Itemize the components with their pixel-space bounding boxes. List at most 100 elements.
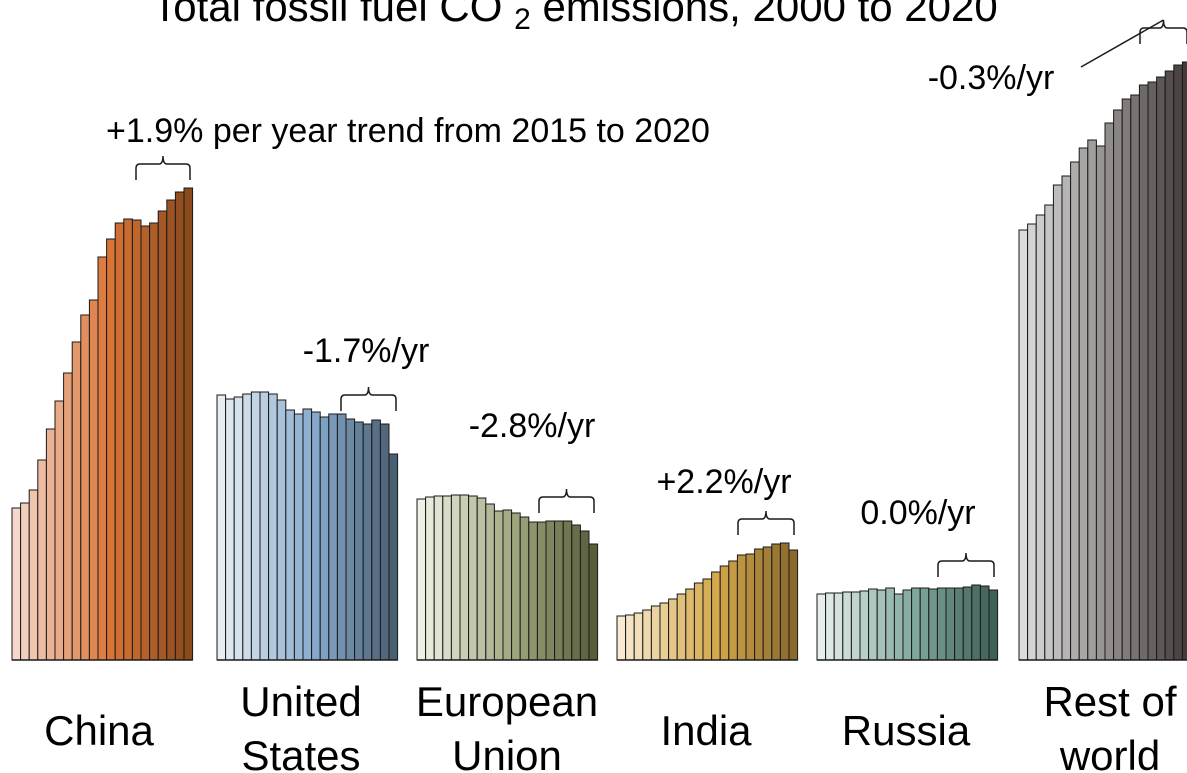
india-bar-10	[693, 582, 704, 661]
united-states-bar-2	[225, 398, 235, 661]
china-bar-11	[97, 256, 108, 661]
united-states-bar-10	[293, 413, 304, 661]
russia-bar-21	[988, 589, 999, 661]
china-bar-4	[37, 459, 47, 661]
russia-bar-3	[833, 592, 844, 661]
russia-bar-18	[962, 586, 973, 661]
russia-bar-9	[885, 587, 895, 661]
india-bar-21	[788, 549, 799, 661]
united-states-category-label: United States	[240, 678, 361, 773]
rest-of-world-category-label-line-1: Rest of	[1043, 678, 1176, 725]
russia-bar-5	[850, 591, 861, 661]
rest-of-world-bar-3	[1035, 214, 1046, 661]
china-bar-2	[20, 502, 30, 661]
united-states-bar-1	[216, 394, 227, 661]
rest-of-world-trend-bracket	[1139, 19, 1187, 44]
united-states-bar-3	[233, 396, 244, 661]
united-states-bar-21	[388, 453, 399, 661]
russia-bar-6	[859, 590, 870, 661]
european-union-trend-bracket	[538, 488, 595, 513]
united-states-bar-18	[362, 423, 373, 661]
china-bar-12	[106, 238, 116, 661]
united-states-bar-19	[371, 419, 381, 661]
china-category-label: China	[44, 707, 154, 754]
united-states-bar-12	[311, 411, 321, 661]
european-union-bar-8	[476, 497, 487, 661]
india-bar-6	[659, 602, 670, 661]
european-union-bar-14	[528, 521, 538, 661]
rest-of-world-bar-11	[1104, 122, 1115, 661]
european-union-bar-15	[536, 521, 547, 661]
india-category-label-line-1: India	[660, 707, 752, 754]
united-states-bar-17	[354, 421, 364, 661]
india-bar-17	[754, 548, 764, 661]
russia-bar-13	[919, 587, 930, 661]
united-states-category-label-line-1: United	[240, 678, 361, 725]
category-labels-layer: China United States European Union India Russi…	[44, 678, 1177, 773]
china-bar-20	[174, 191, 185, 661]
united-states-bar-20	[379, 423, 390, 661]
rest-of-world-bar-10	[1095, 145, 1106, 661]
china-bar-17	[149, 222, 159, 661]
rest-of-world-bar-15	[1138, 84, 1149, 661]
rest-of-world-trend-label: -0.3%/yr	[928, 59, 1055, 97]
russia-trend-bracket	[937, 552, 995, 577]
chart-title-subscript: 2	[514, 3, 531, 36]
european-union-bar-7	[468, 495, 478, 661]
european-union-trend-label: -2.8%/yr	[469, 407, 596, 445]
rest-of-world-bar-5	[1052, 184, 1063, 661]
china-category-label-line-1: China	[44, 707, 154, 754]
russia-bar-17	[954, 587, 964, 661]
united-states-bar-5	[250, 391, 261, 661]
chart-title: Total fossil fuel CO 2 emissions, 2000 t…	[152, 0, 997, 38]
china-bar-10	[88, 299, 99, 661]
annotations-layer: +1.9% per year trend from 2015 to 2020 -1…	[106, 19, 1187, 577]
rest-of-world-bar-20	[1181, 61, 1187, 661]
india-bar-2	[625, 614, 635, 661]
china-bar-13	[114, 222, 125, 661]
russia-bar-2	[825, 592, 835, 661]
chart-title-suffix: emissions, 2000 to 2020	[542, 0, 997, 30]
european-union-bar-20	[579, 530, 590, 661]
rest-of-world-bar-14	[1130, 94, 1140, 661]
united-states-bar-13	[319, 416, 330, 661]
united-states-trend-label: -1.7%/yr	[303, 332, 430, 370]
india-bar-3	[633, 612, 644, 661]
china-bar-8	[71, 341, 82, 661]
india-bar-20	[779, 542, 790, 661]
rest-of-world-bar-16	[1147, 81, 1158, 661]
russia-category-label: Russia	[842, 707, 971, 754]
european-union-category-label-line-2: Union	[452, 732, 562, 773]
rest-of-world-category-label-line-2: world	[1059, 732, 1160, 773]
india-bar-9	[685, 588, 695, 661]
china-bar-21	[183, 187, 194, 661]
european-union-bar-4	[442, 495, 452, 661]
russia-bar-12	[911, 587, 921, 661]
china-bar-18	[157, 210, 168, 661]
united-states-bar-16	[345, 418, 356, 661]
european-union-bar-16	[545, 520, 556, 661]
india-bar-1	[616, 615, 627, 661]
india-bar-12	[711, 571, 721, 661]
rest-of-world-bar-6	[1061, 175, 1072, 661]
india-trend-label: +2.2%/yr	[656, 463, 791, 501]
russia-bar-1	[816, 593, 827, 661]
china-bar-15	[131, 219, 142, 661]
russia-category-label-line-1: Russia	[842, 707, 971, 754]
european-union-bar-9	[485, 503, 495, 661]
united-states-bar-14	[328, 413, 338, 661]
united-states-trend-bracket	[340, 386, 397, 411]
european-union-category-label-line-1: European	[416, 678, 598, 725]
china-bar-5	[45, 428, 56, 661]
russia-bar-15	[936, 587, 947, 661]
rest-of-world-bar-19	[1173, 64, 1183, 661]
united-states-bar-7	[268, 393, 278, 661]
russia-bar-20	[979, 585, 990, 661]
russia-bar-16	[945, 587, 956, 661]
european-union-bar-13	[519, 516, 530, 661]
united-states-bar-8	[276, 399, 287, 661]
india-bar-14	[728, 560, 738, 661]
rest-of-world-bar-2	[1027, 223, 1037, 661]
rest-of-world-bar-13	[1121, 98, 1132, 661]
